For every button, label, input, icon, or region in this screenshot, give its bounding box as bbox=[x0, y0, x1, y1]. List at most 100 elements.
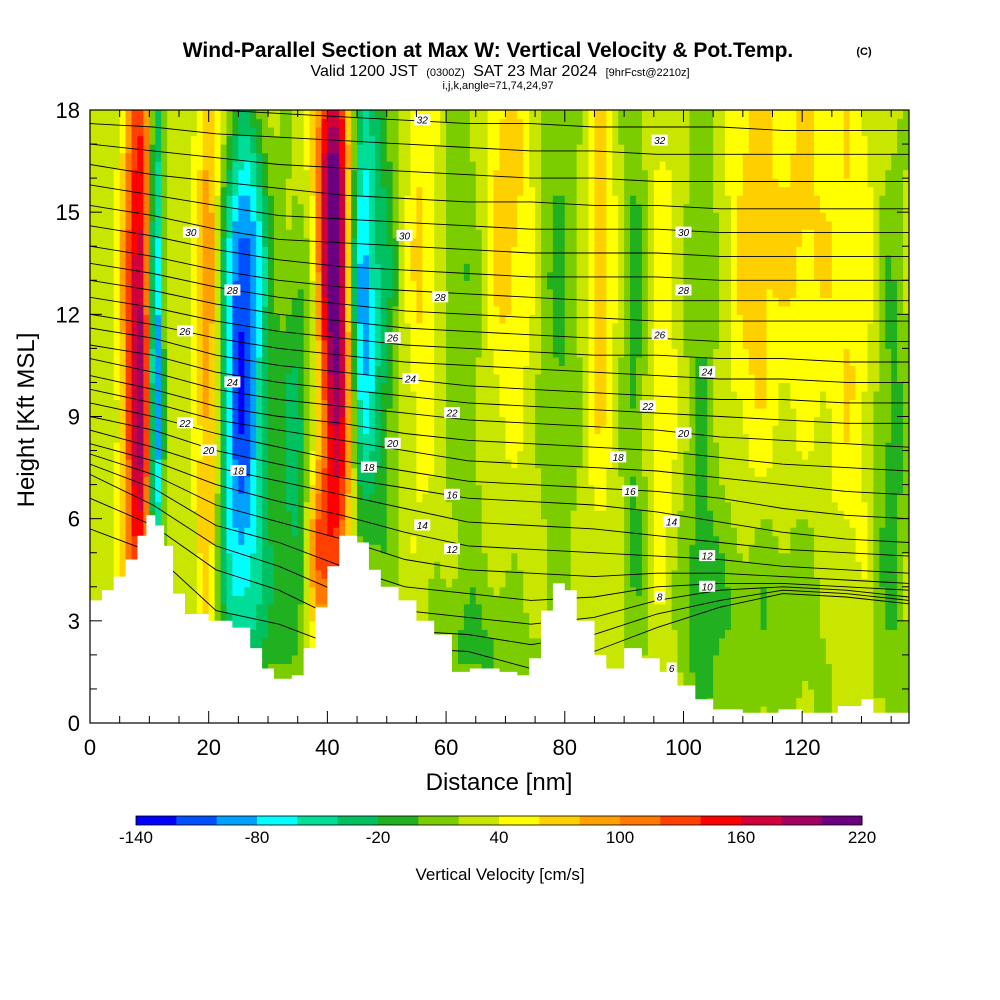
velocity-cell bbox=[321, 288, 328, 298]
velocity-cell bbox=[262, 331, 269, 341]
velocity-cell bbox=[273, 314, 281, 324]
velocity-cell bbox=[90, 527, 97, 537]
velocity-cell bbox=[268, 178, 275, 188]
velocity-cell bbox=[202, 178, 210, 188]
velocity-cell bbox=[202, 552, 210, 562]
velocity-cell bbox=[244, 178, 251, 188]
velocity-cell bbox=[208, 425, 216, 435]
velocity-cell bbox=[428, 127, 435, 137]
velocity-cell bbox=[493, 467, 501, 477]
velocity-cell bbox=[333, 297, 340, 307]
velocity-cell bbox=[434, 390, 441, 401]
velocity-cell bbox=[279, 586, 287, 596]
velocity-cell bbox=[196, 365, 204, 375]
velocity-cell bbox=[363, 237, 370, 247]
velocity-cell bbox=[345, 110, 352, 120]
velocity-cell bbox=[107, 203, 115, 213]
velocity-cell bbox=[95, 416, 103, 426]
velocity-cell bbox=[167, 356, 174, 367]
velocity-cell bbox=[113, 373, 121, 384]
velocity-cell bbox=[392, 297, 400, 307]
velocity-cell bbox=[220, 144, 228, 154]
velocity-cell bbox=[380, 305, 388, 315]
velocity-cell bbox=[410, 203, 418, 213]
velocity-cell bbox=[487, 442, 495, 452]
velocity-cell bbox=[428, 476, 435, 486]
velocity-cell bbox=[220, 552, 228, 562]
velocity-cell bbox=[95, 220, 103, 230]
velocity-cell bbox=[101, 365, 109, 375]
velocity-cell bbox=[493, 356, 501, 367]
velocity-cell bbox=[493, 373, 501, 384]
velocity-cell bbox=[214, 586, 222, 596]
velocity-cell bbox=[90, 535, 97, 545]
velocity-cell bbox=[357, 186, 364, 196]
velocity-cell bbox=[357, 254, 364, 264]
velocity-cell bbox=[149, 297, 156, 307]
velocity-cell bbox=[463, 382, 471, 392]
velocity-cell bbox=[95, 237, 103, 247]
velocity-cell bbox=[256, 510, 263, 520]
velocity-cell bbox=[119, 348, 127, 358]
velocity-cell bbox=[398, 501, 406, 511]
velocity-cell bbox=[184, 152, 192, 162]
velocity-cell bbox=[268, 663, 275, 673]
velocity-cell bbox=[279, 646, 287, 656]
velocity-cell bbox=[226, 305, 234, 315]
velocity-cell bbox=[161, 442, 168, 452]
velocity-cell bbox=[440, 467, 447, 477]
velocity-cell bbox=[291, 135, 299, 145]
velocity-cell bbox=[90, 356, 97, 367]
velocity-cell bbox=[410, 110, 418, 120]
velocity-cell bbox=[232, 263, 239, 273]
velocity-cell bbox=[167, 110, 174, 120]
velocity-cell bbox=[315, 544, 323, 554]
velocity-cell bbox=[345, 195, 352, 205]
velocity-cell bbox=[392, 476, 400, 486]
velocity-cell bbox=[131, 297, 139, 307]
velocity-cell bbox=[291, 425, 299, 435]
velocity-cell bbox=[161, 246, 168, 256]
velocity-cell bbox=[368, 501, 376, 511]
velocity-cell bbox=[475, 467, 483, 477]
velocity-cell bbox=[262, 399, 269, 409]
velocity-cell bbox=[250, 331, 257, 341]
velocity-cell bbox=[333, 433, 340, 443]
velocity-cell bbox=[410, 578, 418, 588]
velocity-cell bbox=[107, 280, 115, 290]
velocity-cell bbox=[469, 476, 477, 486]
velocity-cell bbox=[303, 586, 311, 596]
velocity-cell bbox=[285, 501, 293, 511]
velocity-cell bbox=[315, 484, 323, 494]
velocity-cell bbox=[493, 527, 501, 537]
velocity-cell bbox=[95, 322, 103, 332]
velocity-cell bbox=[167, 305, 174, 315]
velocity-cell bbox=[262, 467, 269, 477]
velocity-cell bbox=[392, 186, 400, 196]
velocity-cell bbox=[469, 450, 477, 460]
velocity-cell bbox=[303, 280, 311, 290]
velocity-cell bbox=[155, 459, 162, 469]
velocity-cell bbox=[262, 373, 269, 384]
velocity-cell bbox=[184, 450, 192, 460]
velocity-cell bbox=[327, 390, 334, 401]
velocity-cell bbox=[398, 331, 406, 341]
velocity-cell bbox=[457, 544, 465, 554]
velocity-cell bbox=[386, 297, 394, 307]
velocity-cell bbox=[137, 314, 145, 324]
velocity-cell bbox=[190, 493, 198, 503]
velocity-cell bbox=[410, 229, 418, 239]
velocity-cell bbox=[410, 365, 418, 375]
velocity-cell bbox=[95, 433, 103, 443]
velocity-cell bbox=[268, 450, 275, 460]
velocity-cell bbox=[101, 348, 109, 358]
velocity-cell bbox=[155, 442, 162, 452]
velocity-cell bbox=[404, 595, 412, 605]
velocity-cell bbox=[155, 280, 162, 290]
velocity-cell bbox=[428, 390, 435, 401]
velocity-cell bbox=[386, 305, 394, 315]
velocity-cell bbox=[149, 305, 156, 315]
velocity-cell bbox=[309, 501, 317, 511]
velocity-cell bbox=[357, 425, 364, 435]
velocity-cell bbox=[220, 195, 228, 205]
